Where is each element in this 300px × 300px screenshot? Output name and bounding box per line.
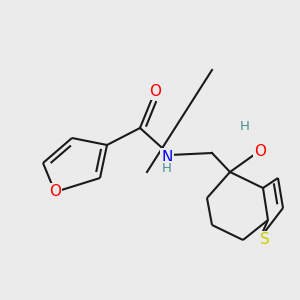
Text: H: H — [240, 119, 250, 133]
Text: H: H — [162, 163, 172, 176]
Text: O: O — [149, 83, 161, 98]
Text: S: S — [260, 232, 270, 247]
Text: O: O — [254, 145, 266, 160]
Text: N: N — [161, 149, 173, 164]
Text: O: O — [49, 184, 61, 200]
